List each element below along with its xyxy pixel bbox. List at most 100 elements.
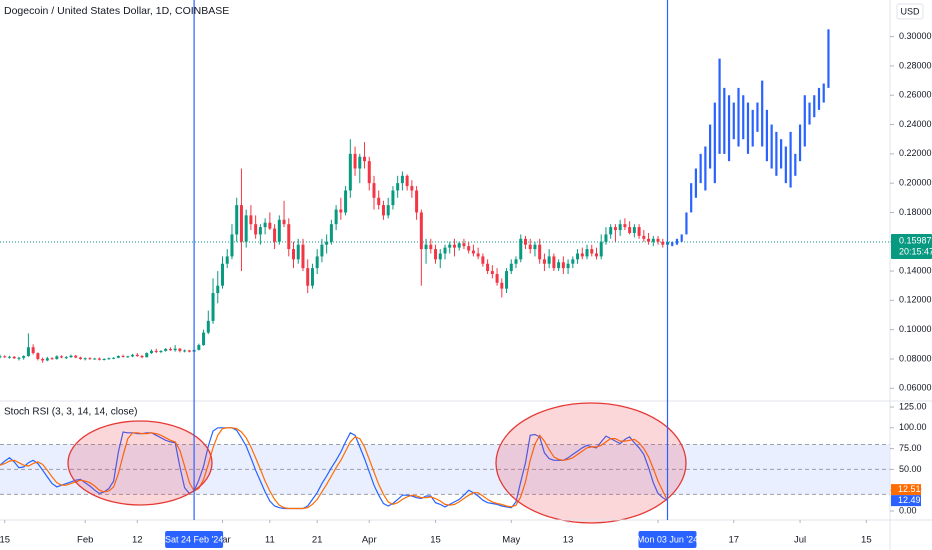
indicator-title: Stoch RSI (3, 3, 14, 14, close) [4, 407, 137, 418]
candle-body [594, 253, 598, 257]
x-tick-label: Feb [77, 535, 93, 546]
candle-body [206, 320, 210, 333]
candle-body [344, 190, 348, 213]
candle-body [528, 244, 532, 250]
candle-body [154, 350, 158, 352]
candle-body [74, 355, 78, 358]
candle-body [83, 358, 87, 360]
x-tick-label: Jul [794, 535, 806, 546]
candle-body [339, 209, 343, 213]
stoch-line [0, 427, 668, 510]
y-tick-label: 0.10000 [899, 324, 932, 334]
candle-body [538, 244, 542, 260]
candle-body [45, 358, 49, 361]
candle-body [571, 259, 575, 264]
date-label: Sat 24 Feb '24 [165, 534, 223, 544]
candle-body [93, 358, 97, 360]
candle-body [135, 354, 139, 357]
candle-body [514, 259, 518, 264]
candle-body [363, 156, 367, 162]
candle-body [500, 282, 504, 289]
candle-body [310, 268, 314, 286]
candle-body [552, 256, 556, 269]
indicator-value-box [891, 484, 921, 496]
candle-body [116, 356, 120, 358]
y-tick-label: 0.20000 [899, 178, 932, 188]
candle-body [457, 243, 461, 248]
candle-body [353, 153, 357, 169]
y-tick-label: 0.12000 [899, 295, 932, 305]
y-tick-label: 0.24000 [899, 119, 932, 129]
x-tick-label: 11 [265, 535, 275, 546]
currency-box[interactable] [896, 3, 924, 20]
indicator-value-label: 12.51 [898, 484, 921, 494]
highlight-ellipse [67, 420, 213, 506]
candle-body [391, 190, 395, 206]
y-tick-label: 100.00 [899, 422, 927, 432]
candle-body [429, 244, 433, 250]
candle-body [244, 215, 248, 242]
candle-body [542, 259, 546, 264]
candle-body [159, 350, 163, 352]
candle-body [235, 205, 239, 235]
y-tick-label: 125.00 [899, 401, 927, 411]
x-tick-label: 15 [0, 535, 10, 546]
price-pane [0, 29, 890, 363]
candle-body [97, 358, 101, 360]
candle-body [396, 183, 400, 191]
candle-body [88, 358, 92, 360]
x-tick-label: 13 [563, 535, 574, 546]
candle-body [102, 358, 106, 360]
candle-body [367, 161, 371, 184]
candle-body [263, 222, 267, 228]
x-tick-label: 15 [861, 535, 872, 546]
candle-body [358, 156, 362, 169]
candle-body [50, 358, 54, 360]
candle-body [647, 238, 651, 242]
indicator-value-box [891, 495, 921, 507]
candle-body [112, 357, 116, 359]
y-tick-label: 0.18000 [899, 207, 932, 217]
last-price-label: 0.15987 [899, 235, 932, 245]
candle-body [183, 350, 187, 352]
candle-body [254, 224, 258, 235]
candle-body [400, 175, 404, 184]
candle-body [329, 224, 333, 242]
date-label: Mon 03 Jun '24 [637, 534, 698, 544]
candle-body [306, 268, 310, 286]
candle-body [107, 358, 111, 360]
candle-body [637, 227, 641, 236]
candle-body [211, 293, 215, 321]
candle-body [7, 356, 11, 358]
candle-body [628, 227, 632, 233]
candle-body [448, 244, 452, 248]
candle-body [325, 241, 329, 245]
candle-body [69, 355, 73, 358]
candle-body [216, 285, 220, 294]
candle-body [566, 263, 570, 269]
x-tick-label: May [502, 535, 520, 546]
chart-title: Dogecoin / United States Dollar, 1D, COI… [4, 5, 229, 17]
candle-body [471, 250, 475, 254]
candle-body [467, 246, 471, 251]
candle-body [41, 358, 45, 361]
candle-body [140, 356, 144, 358]
candle-body [230, 234, 234, 257]
candle-body [197, 345, 201, 350]
candle-body [17, 357, 21, 359]
date-label-box [638, 531, 697, 548]
candle-body [618, 224, 622, 231]
candle-body [613, 227, 617, 231]
currency[interactable]: USD [900, 6, 920, 16]
x-tick-label: 12 [132, 535, 143, 546]
candle-body [31, 347, 35, 354]
y-tick-label: 0.00 [899, 505, 917, 515]
candle-body [523, 238, 527, 245]
candle-body [438, 253, 442, 260]
candle-body [258, 227, 262, 235]
candle-body [145, 353, 149, 358]
y-tick-label: 75.00 [899, 443, 922, 453]
candle-body [202, 332, 206, 346]
indicator-value-label: 12.49 [898, 495, 921, 505]
